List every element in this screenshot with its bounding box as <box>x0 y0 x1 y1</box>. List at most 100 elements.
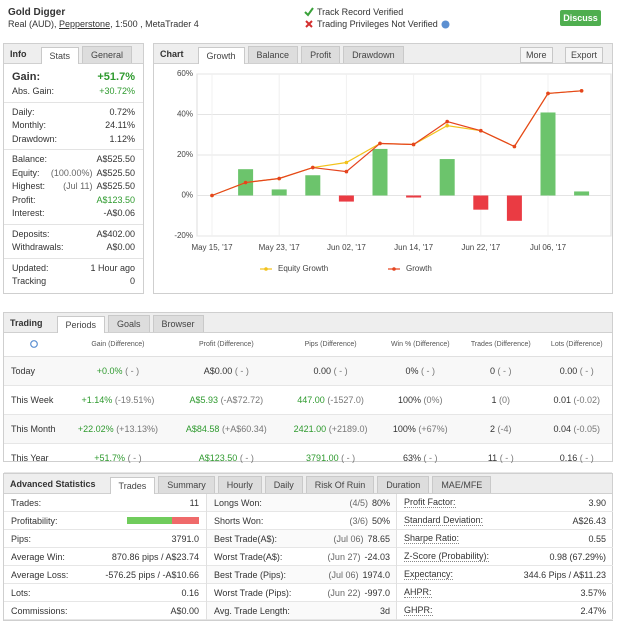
info-label: Updated: <box>12 262 49 273</box>
stats-label: Expectancy: <box>404 569 454 580</box>
stats-label: Sharpe Ratio: <box>404 533 460 544</box>
stats-value-group: (Jul 06) 78.65 <box>333 534 390 544</box>
period-label: This Year <box>4 443 64 473</box>
stats-row: Standard Deviation: A$26.43 <box>397 512 613 530</box>
trading-cell: A$123.50 ( - ) <box>171 443 281 473</box>
tab[interactable]: Growth <box>197 47 245 64</box>
trading-cell: 100% (0%) <box>380 385 461 415</box>
line-point <box>210 193 214 198</box>
not-verified-row: Trading Privileges Not Verified <box>304 18 450 30</box>
cell-difference: (+67%) <box>418 424 448 434</box>
trading-table: Gain (Difference) Profit (Difference) Pips… <box>4 333 612 473</box>
trading-cell: 0 ( - ) <box>460 356 542 386</box>
info-value-group: +30.72% <box>99 85 135 99</box>
line-point <box>411 142 416 147</box>
stats-column: Longs Won: (4/5) 80% Shorts Won: (3/6) 50% Bes… <box>206 494 397 620</box>
info-label: Abs. Gain: <box>12 86 55 96</box>
legend-marker <box>264 267 268 271</box>
stats-label: Best Trade (Pips): <box>214 569 287 580</box>
trading-cell: 0.01 (-0.02) <box>541 385 612 415</box>
bar <box>506 195 522 221</box>
tab[interactable]: Browser <box>152 315 204 332</box>
not-verified-text: Trading Privileges Not Verified <box>317 19 438 29</box>
stats-value-group: 3.57% <box>580 588 606 598</box>
tab[interactable]: Balance <box>247 46 299 63</box>
tab[interactable]: Periods <box>56 316 106 333</box>
tab[interactable]: MAE/MFE <box>432 476 492 493</box>
column-header: Gain (Difference) <box>64 333 172 357</box>
help-icon[interactable] <box>441 20 450 29</box>
tab[interactable]: Hourly <box>217 476 262 493</box>
stats-value: 0.98 (67.29%) <box>549 551 606 562</box>
cell-value: 0.16 <box>559 453 578 463</box>
line-point <box>378 141 382 146</box>
stats-row: Worst Trade (Pips): (Jun 22) -997.0 <box>207 584 397 602</box>
trading-cell: 11 ( - ) <box>460 443 542 473</box>
stats-value: 3791.0 <box>171 533 199 544</box>
info-value-group: A$123.50 <box>96 194 135 208</box>
column-header: Win % (Difference) <box>380 333 461 357</box>
stats-value: 344.6 Pips / A$11.23 <box>523 569 606 580</box>
stats-value: -24.03 <box>364 551 390 562</box>
legend-label: Growth <box>406 264 432 273</box>
trading-cell: +51.7% ( - ) <box>64 443 172 473</box>
tab[interactable]: Summary <box>158 476 215 493</box>
stats-label: Pips: <box>11 533 32 544</box>
cell-difference: ( - ) <box>579 366 594 376</box>
stats-row: Sharpe Ratio: 0.55 <box>397 530 613 548</box>
stats-value: 1974.0 <box>362 569 390 580</box>
tab[interactable]: Trades <box>109 477 156 494</box>
line-point <box>311 165 315 170</box>
trading-cell: +0.0% ( - ) <box>64 356 172 386</box>
info-value-group: A$525.50 <box>96 153 135 167</box>
info-label: Drawdown: <box>12 133 58 144</box>
stats-value-group: 2.47% <box>580 606 606 616</box>
tab[interactable]: Drawdown <box>343 46 404 63</box>
stats-value: 0.55 <box>588 533 606 544</box>
stats-value-group: 3791.0 <box>171 534 199 544</box>
period-label: This Week <box>4 385 64 415</box>
broker-link[interactable]: Pepperstone <box>59 19 111 29</box>
stats-label: Avg. Trade Length: <box>214 605 290 616</box>
discuss-button[interactable]: Discuss <box>560 10 601 26</box>
tab[interactable]: Risk Of Ruin <box>305 476 375 493</box>
verified-text: Track Record Verified <box>317 7 404 17</box>
info-value: 1.12% <box>109 133 135 144</box>
stats-value: A$26.43 <box>572 515 606 526</box>
account-type: Real (AUD), <box>8 19 57 29</box>
cell-difference: (-4) <box>497 424 512 434</box>
legend-item: Equity Growth <box>260 264 328 273</box>
stats-row: Z-Score (Probability): 0.98 (67.29%) <box>397 548 613 566</box>
cell-difference: (+2189.0) <box>328 424 368 434</box>
tab[interactable]: Goals <box>108 315 150 332</box>
stats-value-group: -576.25 pips / -A$10.66 <box>105 570 199 580</box>
panel-header: Trading Periods Goals Browser <box>4 313 612 333</box>
dropdown-button[interactable]: Export <box>565 47 604 63</box>
tab[interactable]: General <box>82 46 133 63</box>
cell-value: +22.02% <box>77 424 114 434</box>
tab[interactable]: Stats <box>40 47 80 64</box>
column-header: Profit (Difference) <box>171 333 281 357</box>
tab[interactable]: Duration <box>377 476 430 493</box>
info-group: Updated: 1 Hour ago Tracking 0 <box>4 257 143 292</box>
stats-value-group <box>127 516 199 526</box>
info-label: Highest: <box>12 181 46 191</box>
info-icon[interactable] <box>30 339 38 348</box>
info-value: A$525.50 <box>96 154 135 164</box>
stats-row: Lots: 0.16 <box>4 584 206 602</box>
stats-value-group: (Jul 06) 1974.0 <box>328 570 390 580</box>
stats-row: Average Win: 870.86 pips / A$23.74 <box>4 548 206 566</box>
stats-row: Best Trade(A$): (Jul 06) 78.65 <box>207 530 397 548</box>
stats-value: 80% <box>371 497 390 508</box>
info-label: Daily: <box>12 106 35 117</box>
period-label: This Month <box>4 414 64 444</box>
stats-value-group: 0.98 (67.29%) <box>549 552 606 562</box>
trading-cell: 3791.00 ( - ) <box>280 443 381 473</box>
dropdown-button[interactable]: More <box>520 47 553 63</box>
tab[interactable]: Profit <box>301 46 341 63</box>
cell-difference: (+13.13%) <box>116 424 158 434</box>
stats-column: Profit Factor: 3.90 Standard Deviation: A$2… <box>396 494 613 620</box>
stats-note: (Jul 06) <box>328 569 359 580</box>
stats-label: Profitability: <box>11 515 58 526</box>
tab[interactable]: Daily <box>264 476 303 493</box>
